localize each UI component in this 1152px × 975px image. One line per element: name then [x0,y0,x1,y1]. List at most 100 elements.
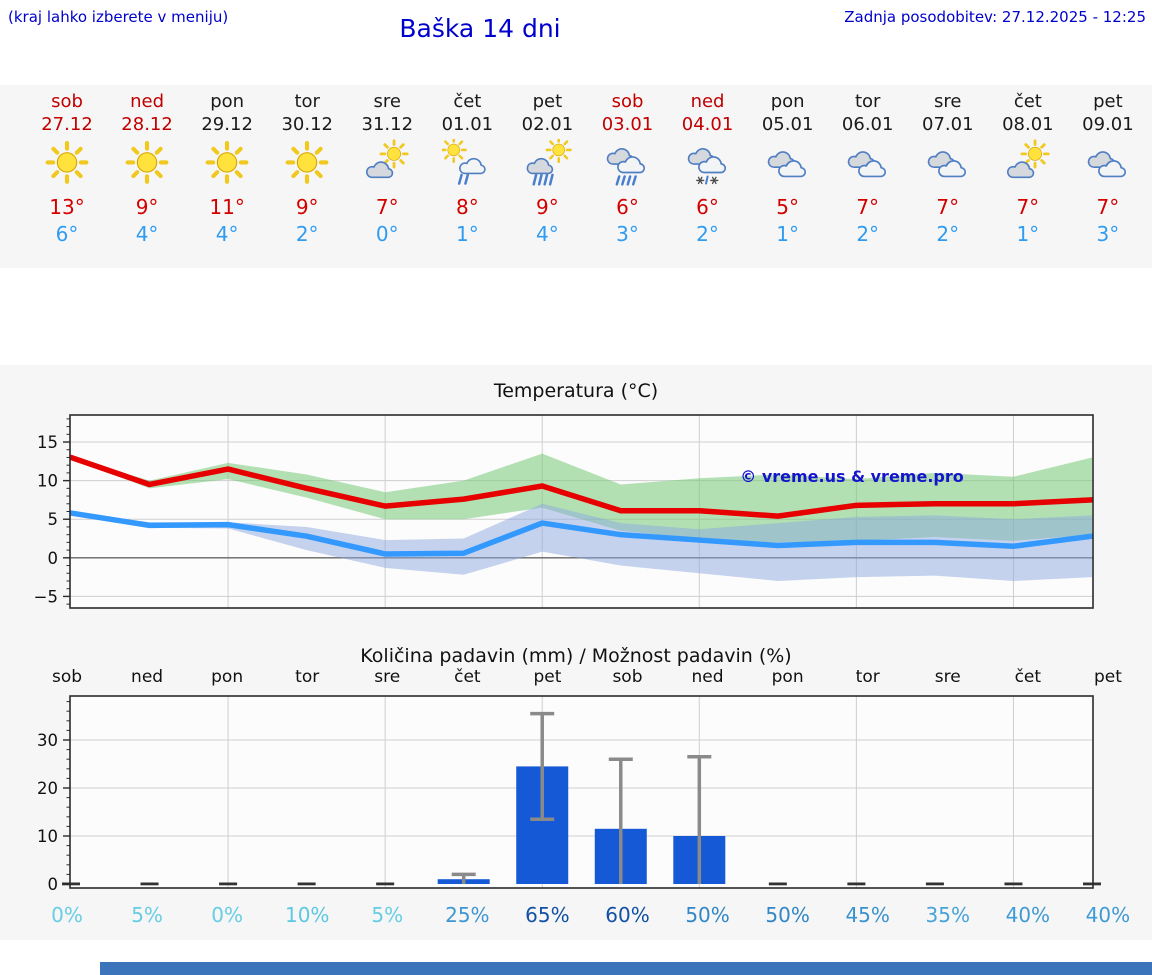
high-temperature: 6° [696,195,719,219]
day-name: sre [934,91,962,112]
temperature-chart-title: Temperatura (°C) [493,380,659,402]
day-date: 03.01 [601,114,654,135]
precip-probability: 40% [1085,903,1131,927]
precip-zero-mark [297,882,316,886]
low-temperature: 2° [295,222,319,246]
day-column: sob 27.12 13° 6° [27,90,107,248]
day-date: 04.01 [681,114,734,135]
precip-probability: 25% [445,903,490,927]
cloudy-icon [841,139,895,189]
day-date: 07.01 [922,114,974,135]
low-temperature: 2° [936,222,960,246]
precip-y-tick: 10 [37,827,58,846]
day-column: čet 01.01 8° 1° [427,90,507,248]
day-name: tor [294,91,320,112]
partly-cloudy-icon [360,139,414,189]
precipitation-day-labels: sob ned pon tor sre čet pet sob ned pon tor sre čet p… [0,666,1152,694]
temp-y-tick: 5 [48,510,59,529]
low-temperature: 2° [696,222,719,246]
low-temperature: 4° [135,222,159,246]
precip-y-tick: 20 [37,779,58,798]
precip-zero-mark [768,882,787,886]
precip-day-label: tor [855,667,880,687]
day-column: pet 09.01 7° 3° [1068,90,1148,248]
last-update-text: Zadnja posodobitev: 27.12.2025 - 12:25 [844,8,1146,26]
day-name: sob [611,91,644,112]
precipitation-probability-row: 0% 5% 0% 10% 5% 25% 65% 60% 50% 50% 45% 35% 40% 40% [0,899,1152,940]
day-date: 05.01 [761,114,814,135]
day-date: 01.01 [441,114,494,135]
day-date: 02.01 [521,114,574,135]
day-date: 29.12 [201,114,253,135]
precip-zero-mark [1004,882,1023,886]
day-name: pon [770,91,805,112]
high-temperature: 5° [776,195,799,219]
watermark-text: © vreme.us & vreme.pro [740,467,964,486]
max-temperatura-line [70,454,1093,519]
cloudy-icon [1081,139,1135,189]
precip-probability: 35% [925,903,970,927]
precip-probability: 0% [211,903,243,927]
footer-bar [100,962,1152,975]
low-temperature: 2° [856,222,880,246]
rain-icon [600,139,654,189]
low-temperature: 4° [536,222,559,246]
low-temperature: 1° [776,222,799,246]
precip-probability: 60% [605,903,650,927]
precip-day-label: ned [131,667,164,687]
precip-probability: 50% [685,903,730,927]
day-date: 30.12 [281,114,333,135]
precip-day-label: sre [934,667,961,687]
high-temperature: 7° [1096,195,1120,219]
low-temperature: 3° [616,222,639,246]
day-column: čet 08.01 7° 1° [988,90,1068,248]
precip-day-label: čet [1014,667,1042,687]
high-temperature: 7° [856,195,880,219]
partly-cloudy-icon [1001,139,1055,189]
low-temperature: 1° [455,222,479,246]
day-name: sob [51,91,83,112]
page-header: (kraj lahko izberete v meniju) Baška 14 … [0,0,1152,85]
precip-day-label: pet [1093,667,1122,687]
precipitation-chart: 0 10 20 30 [0,694,1152,899]
precip-probability: 0% [51,903,83,927]
min-temperatura-line [70,510,1093,557]
precip-probability: 5% [371,903,404,927]
day-name: ned [690,91,725,112]
cloudy-icon [761,139,815,189]
day-date: 27.12 [41,114,93,135]
high-temperature: 13° [49,195,85,219]
day-name: pet [532,91,563,112]
precip-day-label: sre [374,667,401,687]
precip-day-label: ned [691,667,724,687]
day-date: 09.01 [1082,114,1134,135]
precip-zero-mark [1083,882,1101,886]
charts-section: Temperatura (°C) © vreme.us & vreme.pro … [0,365,1152,940]
precip-y-tick: 30 [37,731,58,750]
precip-day-label: pon [211,667,244,687]
precip-probability: 10% [284,903,330,927]
day-date: 08.01 [1002,114,1054,135]
sunny-icon [120,139,174,189]
day-name: sre [373,91,401,112]
temp-y-tick: −5 [34,587,58,606]
day-column: ned 04.01 6° 2° [668,90,748,248]
day-column: pet 02.01 9° 4° [507,90,587,248]
low-temperature: 0° [375,222,399,246]
sun-heavy-rain-icon [520,139,574,189]
low-temperature: 3° [1096,222,1120,246]
precip-zero-mark [62,882,80,886]
precip-day-label: pet [533,667,562,687]
day-column: tor 06.01 7° 2° [828,90,908,248]
sleet-icon [681,139,735,189]
day-date: 31.12 [361,114,414,135]
spacer [0,268,1152,365]
day-name: pet [1093,91,1123,112]
precip-zero-mark [140,882,159,886]
day-column: pon 29.12 11° 4° [187,90,267,248]
precip-day-label: sob [51,667,83,687]
day-name: ned [130,91,165,112]
day-name: čet [1013,91,1042,112]
day-column: sre 31.12 7° 0° [347,90,427,248]
sunny-icon [200,139,254,189]
